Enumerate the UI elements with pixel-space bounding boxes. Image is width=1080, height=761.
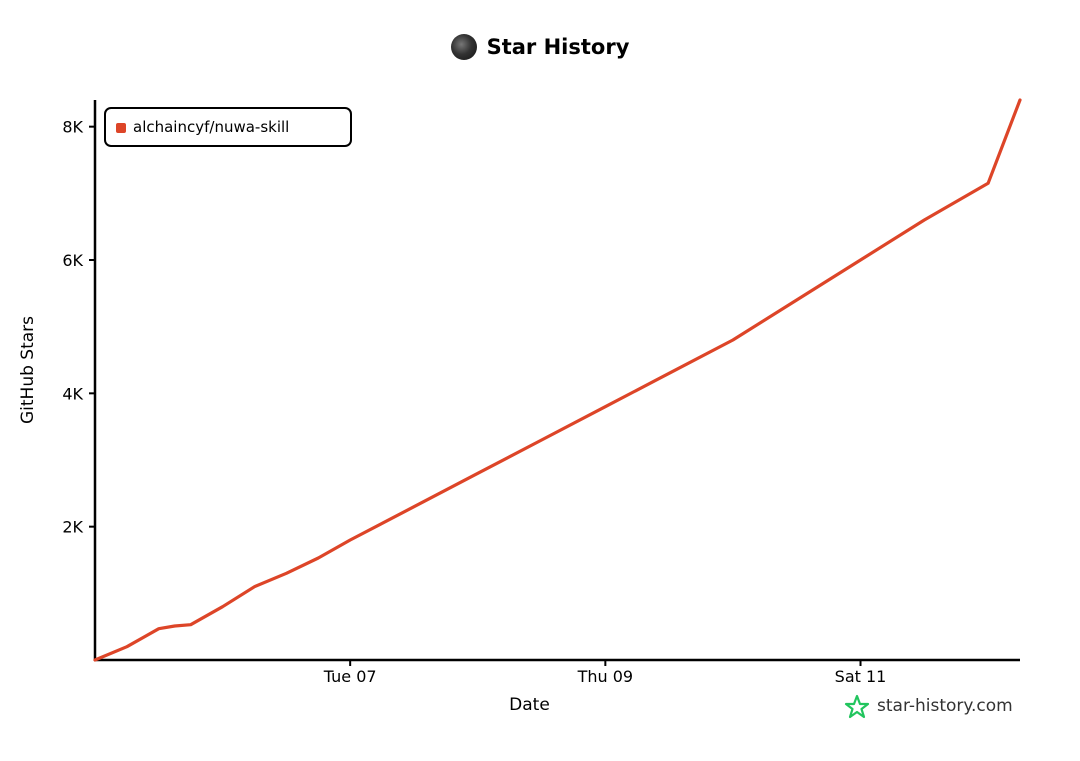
star-icon bbox=[844, 694, 870, 719]
x-tick-label: Tue 07 bbox=[323, 667, 377, 686]
y-tick-label: 2K bbox=[62, 518, 83, 537]
y-tick-label: 8K bbox=[62, 118, 83, 137]
y-tick-label: 4K bbox=[62, 384, 83, 403]
x-tick-label: Sat 11 bbox=[835, 667, 887, 686]
avatar bbox=[450, 34, 477, 60]
y-tick-label: 6K bbox=[62, 251, 83, 270]
legend-swatch bbox=[116, 123, 126, 133]
legend: alchaincyf/nuwa-skill bbox=[104, 107, 352, 147]
chart-title: Star History bbox=[486, 35, 630, 59]
x-tick-label: Thu 09 bbox=[577, 667, 634, 686]
x-axis-label: Date bbox=[509, 695, 550, 715]
y-axis-label: GitHub Stars bbox=[18, 316, 38, 424]
chart-title-row: Star History bbox=[0, 34, 1080, 60]
legend-label: alchaincyf/nuwa-skill bbox=[133, 118, 290, 136]
series-line bbox=[93, 98, 1022, 662]
watermark-text: star-history.com bbox=[877, 696, 1013, 716]
